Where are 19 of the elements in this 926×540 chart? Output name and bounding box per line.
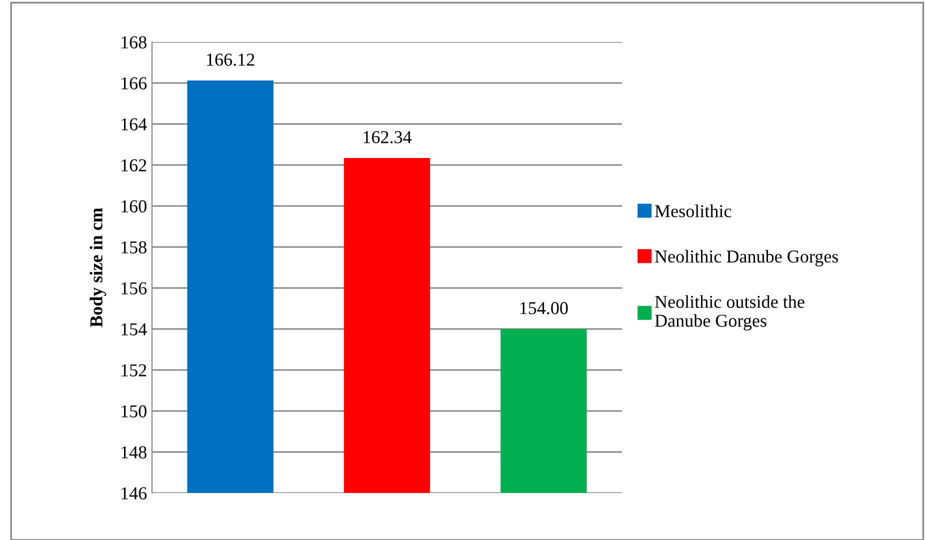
y-tick-label: 146 (122, 487, 147, 500)
y-axis-title: Body size in cm (90, 208, 106, 328)
y-tick-label: 168 (122, 36, 146, 48)
y-tick-label: 156 (122, 282, 147, 294)
y-tick-label: 150 (122, 405, 146, 418)
legend-label: Neolithic outside the Danube Gorges (655, 295, 804, 331)
y-tick-label: 160 (122, 200, 146, 212)
legend-label: Mesolithic (655, 204, 732, 218)
y-tick-label: 152 (122, 364, 146, 376)
data-label: 166.12 (207, 54, 254, 66)
y-tick-label: 162 (122, 159, 146, 172)
y-tick-label: 164 (122, 118, 147, 130)
data-label: 154.00 (520, 302, 568, 314)
legend-label: Neolithic Danube Gorges (655, 250, 838, 266)
data-label: 162.34 (364, 131, 412, 144)
y-tick-label: 166 (122, 77, 147, 90)
y-tick-label: 158 (122, 241, 146, 254)
y-tick-label: 148 (122, 446, 146, 458)
y-tick-label: 154 (122, 323, 147, 336)
